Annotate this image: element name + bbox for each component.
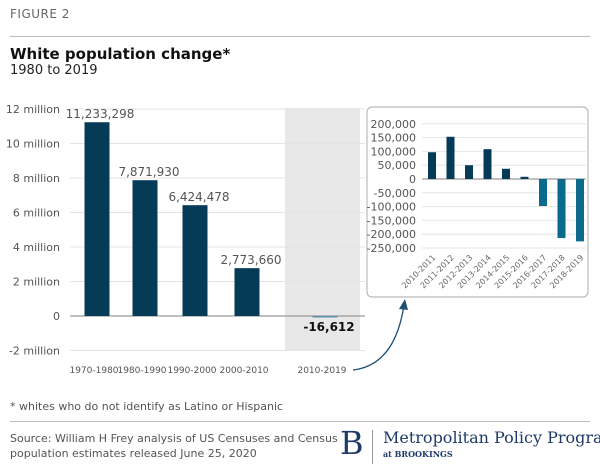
bar-1990-2000: [182, 205, 208, 316]
inset-y-tick-label: -250,000: [367, 242, 416, 255]
x-tick-label: 1990-2000: [167, 366, 216, 376]
chart-svg: 12 million 10 million 8 million 6 million 4 …: [6, 103, 589, 376]
arrow-head-icon: [399, 299, 408, 310]
y-tick-label: 6 million: [13, 207, 60, 220]
inset-box: [366, 106, 589, 298]
arrow-line: [352, 304, 405, 371]
at-brookings: at BROOKINGS: [383, 449, 453, 459]
data-label: 11,233,298: [66, 107, 135, 121]
inset-bar-2017-2018: [557, 179, 566, 239]
footnote: * whites who do not identify as Latino o…: [10, 400, 284, 413]
inset-y-tick-label: 200,000: [371, 118, 417, 131]
data-label: 7,871,930: [118, 165, 179, 179]
inset-bar-2015-2016: [520, 176, 529, 179]
inset-y-tick-label: -200,000: [367, 228, 416, 241]
inset-y-tick-label: -100,000: [367, 201, 416, 214]
logo-separator: [372, 430, 373, 464]
figure-label: FIGURE 2: [10, 7, 70, 21]
x-tick-label: 2010-2019: [297, 366, 346, 376]
bar-1980-1990: [132, 180, 158, 316]
inset-y-tick-label: -150,000: [367, 214, 416, 227]
inset-bar-2018-2019: [576, 179, 584, 242]
x-tick-label: 1970-1980: [69, 366, 118, 376]
y-tick-label: 8 million: [13, 172, 60, 185]
bar-2000-2010: [234, 268, 260, 316]
inset-y-tick-label: -50,000: [374, 187, 416, 200]
y-tick-label: 2 million: [13, 276, 60, 289]
inset-bar-2010-2011: [428, 152, 436, 179]
top-divider: [10, 36, 590, 37]
y-tick-label: 10 million: [6, 138, 60, 151]
y-tick-label: 4 million: [13, 241, 60, 254]
y-tick-label: 0: [53, 310, 60, 323]
inset-bar-2013-2014: [483, 149, 492, 179]
inset-bar-2016-2017: [539, 179, 547, 207]
source-line-2: population estimates released June 25, 2…: [10, 447, 257, 460]
inset-bar-2014-2015: [502, 168, 510, 179]
data-label: -16,612: [303, 320, 354, 334]
data-label: 2,773,660: [220, 253, 281, 267]
y-tick-label: -2 million: [9, 345, 60, 358]
chart-subtitle: 1980 to 2019: [10, 63, 98, 78]
brookings-logo-letter: B: [340, 424, 364, 462]
chart-title: White population change*: [10, 45, 231, 63]
program-name: Metropolitan Policy Program: [383, 428, 600, 447]
inset-y-tick-label: 0: [409, 173, 416, 186]
bottom-divider: [10, 421, 590, 422]
highlight-region: [285, 108, 360, 350]
data-label: 6,424,478: [168, 190, 229, 204]
inset-bar-2011-2012: [446, 136, 455, 179]
y-tick-label: 12 million: [6, 103, 60, 116]
inset-y-tick-label: 50,000: [378, 159, 417, 172]
inset-y-tick-label: 150,000: [371, 132, 417, 145]
inset-y-tick-label: 100,000: [371, 145, 417, 158]
bar-1970-1980: [84, 122, 110, 316]
source-text: Source: William H Frey analysis of US Ce…: [10, 431, 338, 461]
inset-bar-2012-2013: [465, 165, 473, 179]
x-tick-label: 2000-2010: [219, 366, 268, 376]
x-tick-label: 1980-1990: [117, 366, 166, 376]
bar-2010-2019: [312, 316, 338, 318]
source-line-1: Source: William H Frey analysis of US Ce…: [10, 432, 338, 445]
